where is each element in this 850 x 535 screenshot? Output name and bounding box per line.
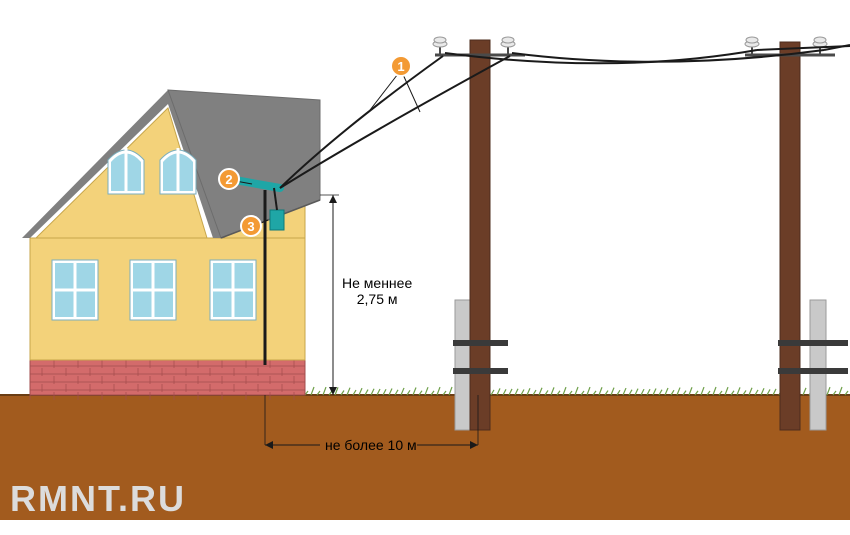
window [52, 260, 98, 320]
dim-distance-label: не более 10 м [325, 437, 417, 453]
window [160, 148, 196, 194]
utility-pole [433, 37, 525, 430]
meter-box [270, 210, 284, 230]
utility-pole [745, 37, 848, 430]
watermark: RMNT.RU [10, 478, 186, 520]
callout-1: 1 [390, 55, 412, 77]
window [108, 148, 144, 194]
diagram-stage: Не меннее 2,75 м не более 10 м 1 2 3 [0, 0, 850, 530]
window [210, 260, 256, 320]
dim-height-label: Не меннее 2,75 м [342, 275, 412, 307]
callout-2: 2 [218, 168, 240, 190]
window [130, 260, 176, 320]
diagram-svg [0, 0, 850, 530]
callout-3: 3 [240, 215, 262, 237]
